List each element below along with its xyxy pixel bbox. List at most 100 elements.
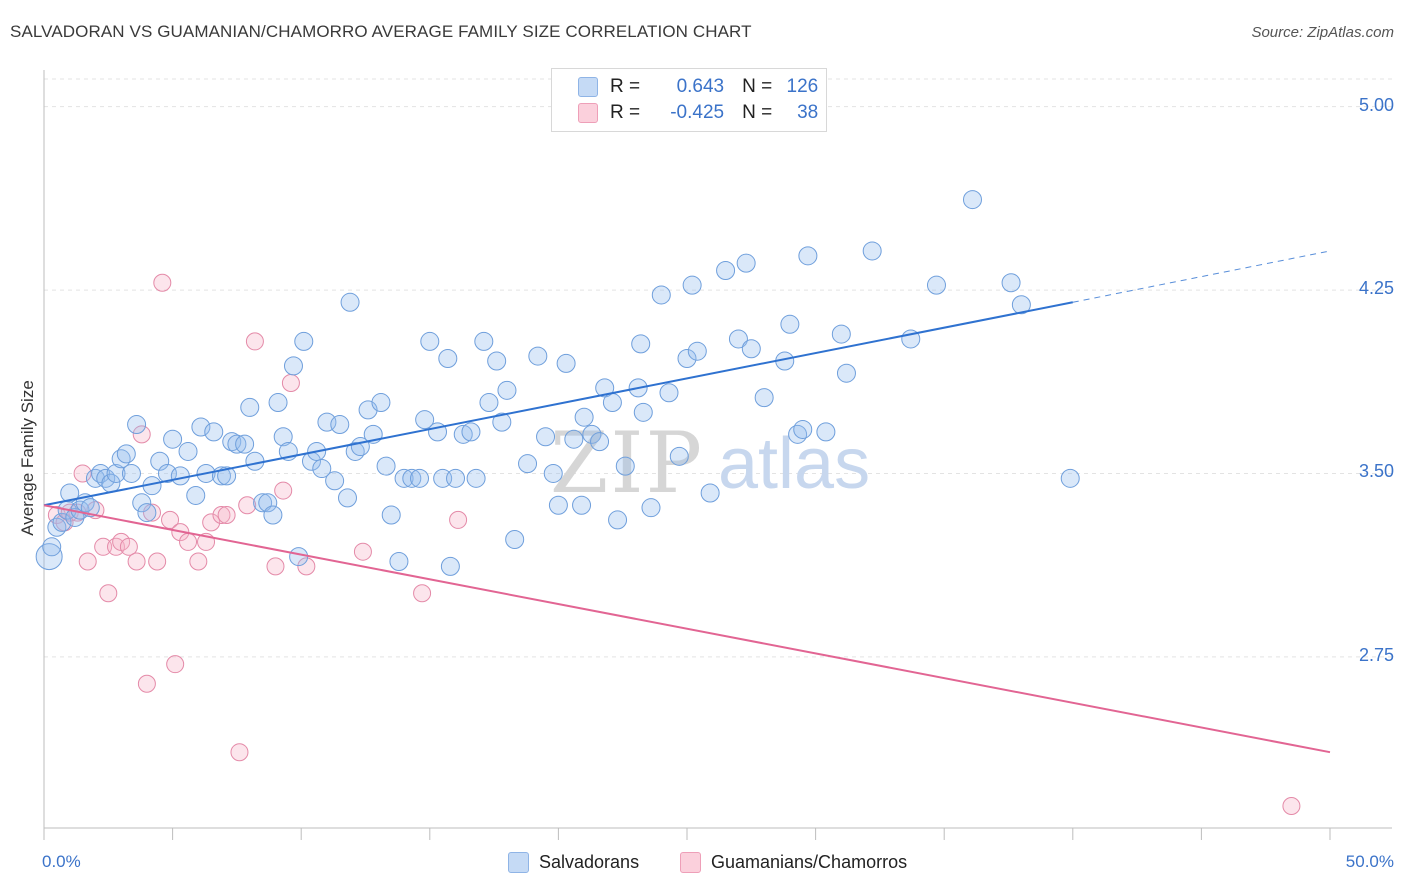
salvadoran-point (536, 427, 556, 447)
guamanian-point (99, 584, 118, 603)
salvadoran-point (474, 331, 494, 351)
salvadoran-point (440, 556, 460, 576)
salvadoran-point (268, 393, 288, 413)
guamanian-point (137, 674, 156, 693)
salvadoran-point (137, 503, 157, 523)
salvadoran-point (178, 441, 198, 461)
guamanian-point (281, 373, 300, 392)
legend-label-salvadorans: Salvadorans (539, 852, 640, 872)
legend-row-guamanians: R = -0.425 N = 38 (578, 100, 818, 126)
salvadoran-point (793, 419, 813, 439)
salvadoran-point (235, 434, 255, 454)
guamanian-point (449, 510, 468, 529)
salvadoran-point (127, 415, 147, 435)
salvadoran-point (962, 190, 982, 210)
salvadoran-point (633, 402, 653, 422)
salvadoran-point (1001, 273, 1021, 293)
salvadoran-point (608, 510, 628, 530)
salvadoran-point (492, 412, 512, 432)
salvadoran-point (42, 537, 62, 557)
legend-swatch-pink (578, 103, 598, 123)
salvadoran-point (487, 351, 507, 371)
guamanian-point (127, 552, 146, 571)
legend-n-label: N = (742, 102, 773, 123)
salvadoran-point (389, 551, 409, 571)
legend-r-value: -0.425 (670, 102, 725, 123)
salvadoran-point (728, 329, 748, 349)
salvadoran-point (106, 463, 126, 483)
salvadoran-point (446, 468, 466, 488)
salvadoran-point (595, 378, 615, 398)
salvadoran-point (289, 547, 309, 567)
salvadoran-point (754, 388, 774, 408)
salvadoran-point (294, 331, 314, 351)
salvadoran-point (798, 246, 818, 266)
guamanian-point (297, 557, 316, 576)
salvadoran-point (741, 339, 761, 359)
salvadoran-point (337, 488, 357, 508)
salvadoran-point (736, 253, 756, 273)
legend-item-salvadorans: Salvadorans (508, 852, 639, 873)
salvadoran-point (283, 356, 303, 376)
y-tick-label: 5.00 (1358, 94, 1394, 115)
legend-label-guamanians: Guamanians/Chamorros (711, 852, 908, 872)
guamanian-point (153, 273, 172, 292)
guamanian-point (212, 506, 231, 525)
salvadoran-point (273, 427, 293, 447)
gridlines (44, 78, 1392, 658)
salvadoran-point (438, 349, 458, 369)
legend-swatch-blue (508, 852, 529, 873)
salvadoran-point (35, 543, 63, 571)
salvadoran-point (204, 422, 224, 442)
salvadoran-point (926, 275, 946, 295)
guamanian-trendline (43, 504, 1331, 754)
salvadoran-point (816, 422, 836, 442)
salvadoran-point (325, 471, 345, 491)
salvadoran-point (121, 463, 141, 483)
guamanian-point (119, 537, 138, 556)
legend-n-value: 38 (797, 102, 819, 123)
legend-row-salvadorans: R = 0.643 N = 126 (578, 74, 818, 100)
guamanian-point (143, 503, 162, 522)
salvadoran-point (564, 429, 584, 449)
guamanian-point (78, 552, 97, 571)
legend-n-value: 126 (786, 76, 819, 97)
salvadoran-points (35, 190, 1080, 576)
chart-title: SALVADORAN VS GUAMANIAN/CHAMORRO AVERAGE… (10, 22, 752, 41)
salvadoran-trendline (43, 301, 1073, 507)
salvadoran-point (528, 346, 548, 366)
y-tick-label: 2.75 (1358, 644, 1394, 665)
salvadoran-point (677, 349, 697, 369)
stats-legend: R = 0.643 N = 126 R = -0.425 N = 38 (551, 68, 827, 132)
salvadoran-trendline-extension (1072, 250, 1331, 303)
axes (43, 70, 1392, 840)
salvadoran-point (227, 434, 247, 454)
salvadoran-point (132, 493, 152, 513)
guamanian-point (266, 557, 285, 576)
salvadoran-point (572, 495, 592, 515)
salvadoran-point (466, 468, 486, 488)
y-axis-label: Average Family Size (18, 380, 37, 536)
salvadoran-point (376, 456, 396, 476)
salvadoran-point (410, 468, 430, 488)
salvadoran-point (80, 498, 100, 518)
salvadoran-point (582, 424, 602, 444)
salvadoran-point (330, 415, 350, 435)
salvadoran-point (651, 285, 671, 305)
guamanian-point (230, 743, 249, 762)
legend-swatch-blue (578, 77, 598, 97)
salvadoran-point (548, 495, 568, 515)
salvadoran-point (836, 363, 856, 383)
legend-n-label: N = (742, 76, 773, 97)
salvadoran-point (371, 393, 391, 413)
salvadoran-point (1011, 295, 1031, 315)
salvadoran-point (1060, 468, 1080, 488)
guamanian-point (353, 542, 372, 561)
salvadoran-point (402, 468, 422, 488)
salvadoran-point (150, 451, 170, 471)
guamanian-point (238, 496, 257, 515)
salvadoran-point (831, 324, 851, 344)
guamanian-point (166, 655, 185, 674)
guamanian-point (148, 552, 167, 571)
